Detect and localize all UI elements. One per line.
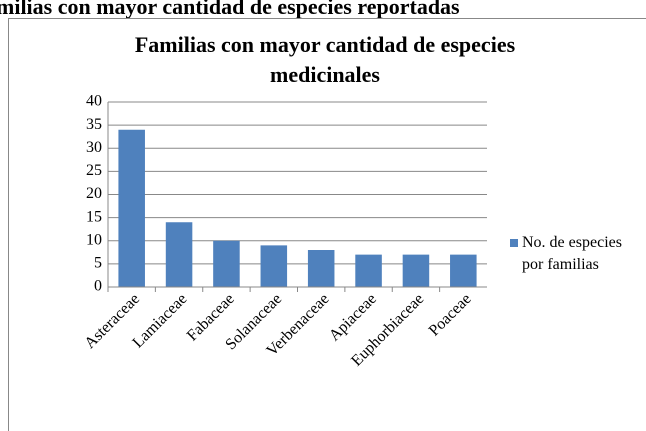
y-tick-label: 25 bbox=[86, 162, 102, 179]
y-tick-label: 5 bbox=[94, 255, 102, 272]
bar bbox=[450, 254, 477, 287]
page-heading: milias con mayor cantidad de especies re… bbox=[0, 0, 460, 19]
legend-label: No. de especies por familias bbox=[522, 234, 622, 273]
y-tick-label: 40 bbox=[86, 93, 102, 110]
y-tick-label: 35 bbox=[86, 116, 102, 133]
bar bbox=[165, 222, 193, 287]
legend-swatch bbox=[510, 239, 518, 247]
chart-frame bbox=[8, 18, 646, 431]
y-tick-label: 10 bbox=[86, 231, 102, 248]
y-tick-label: 20 bbox=[86, 185, 102, 202]
y-tick-label: 15 bbox=[86, 208, 102, 225]
bar bbox=[402, 254, 430, 287]
bar bbox=[355, 254, 382, 287]
y-tick-label: 30 bbox=[86, 139, 102, 156]
bar bbox=[260, 245, 288, 287]
bar bbox=[307, 250, 335, 287]
bar bbox=[118, 129, 145, 287]
y-tick-label: 0 bbox=[94, 278, 102, 295]
legend: No. de especies por familias bbox=[510, 232, 642, 276]
chart-title: medicinales bbox=[270, 62, 380, 87]
chart-title: Familias con mayor cantidad de especies bbox=[135, 32, 516, 57]
bar bbox=[213, 240, 240, 287]
